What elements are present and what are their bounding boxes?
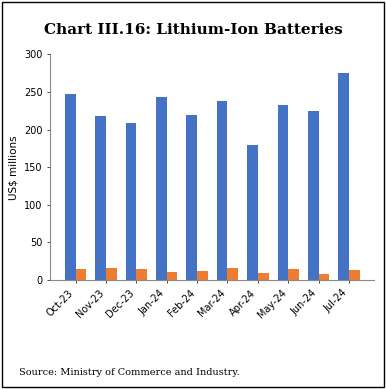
Bar [186,115,197,280]
Bar [227,268,238,280]
Bar [65,94,76,280]
Bar [217,101,227,280]
Y-axis label: US$ millions: US$ millions [8,135,19,200]
Bar [288,269,299,280]
Bar [95,116,106,280]
Text: Chart III.16: Lithium-Ion Batteries: Chart III.16: Lithium-Ion Batteries [44,23,342,37]
Bar [247,145,258,280]
Bar [349,270,360,280]
Bar [319,274,329,280]
Bar [308,111,319,280]
Bar [76,269,86,280]
Text: Source: Ministry of Commerce and Industry.: Source: Ministry of Commerce and Industr… [19,368,240,377]
Bar [339,73,349,280]
Bar [106,268,117,280]
Bar [258,273,269,280]
Bar [126,123,136,280]
Bar [136,269,147,280]
Bar [197,271,208,280]
Bar [278,105,288,280]
Bar [156,96,167,280]
Bar [167,272,177,280]
Legend: Imports, Exports: Imports, Exports [127,387,298,389]
